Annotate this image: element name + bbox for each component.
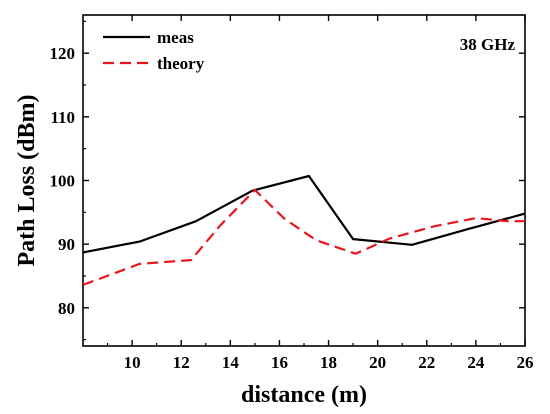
plot-frame <box>82 14 526 347</box>
y-tick-label: 100 <box>50 172 76 191</box>
y-tick-label: 110 <box>50 108 75 127</box>
y-axis-title: Path Loss (dBm) <box>14 94 40 266</box>
plot-layer <box>82 14 526 347</box>
x-tick-label: 26 <box>517 353 534 372</box>
frequency-annotation: 38 GHz <box>460 35 516 54</box>
y-tick-label: 120 <box>50 44 76 63</box>
series-line-meas <box>82 174 526 254</box>
x-tick-label: 10 <box>124 353 141 372</box>
y-tick-label: 90 <box>58 235 75 254</box>
series-line-theory <box>82 188 525 286</box>
x-tick-label: 22 <box>418 353 435 372</box>
y-tick-label: 80 <box>58 299 75 318</box>
legend-label-meas: meas <box>157 28 194 47</box>
series-layer <box>82 174 526 286</box>
x-tick-label: 16 <box>271 353 288 372</box>
x-tick-label: 12 <box>173 353 190 372</box>
x-tick-label: 20 <box>369 353 386 372</box>
legend: meas theory <box>103 28 205 73</box>
x-tick-label: 18 <box>320 353 337 372</box>
x-axis-title: distance (m) <box>241 382 367 408</box>
x-tick-label: 14 <box>222 353 240 372</box>
legend-label-theory: theory <box>157 54 205 73</box>
x-tick-label: 24 <box>467 353 485 372</box>
ticks-layer: 10 12 14 16 18 20 22 24 26 80 90 100 110 120 <box>50 15 534 372</box>
